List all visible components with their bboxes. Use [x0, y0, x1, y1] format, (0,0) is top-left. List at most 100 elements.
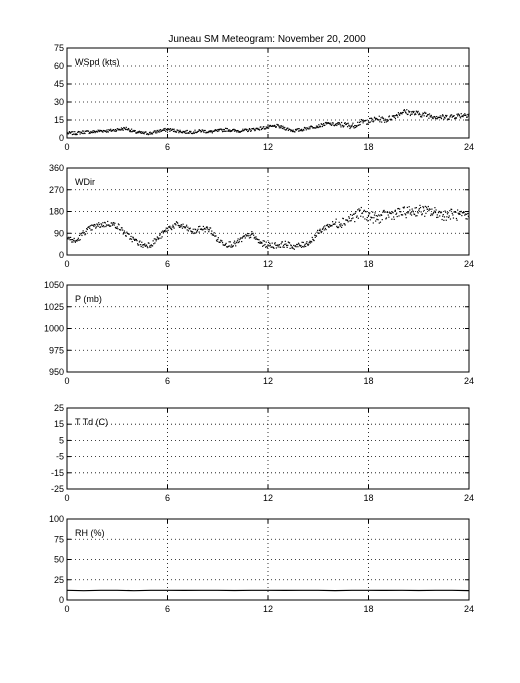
wdir-data-point [169, 225, 171, 227]
wspd-data-point [397, 112, 400, 114]
wdir-data-point [279, 246, 282, 248]
wspd-data-point [402, 111, 404, 114]
wspd-data-point [428, 117, 430, 119]
wspd-data-point [110, 130, 112, 132]
wdir-data-point [324, 227, 327, 230]
wspd-data-point [278, 125, 280, 127]
wspd-data-point [348, 125, 350, 127]
wspd-data-point [355, 125, 357, 127]
wspd-data-point [145, 131, 147, 133]
wspd-data-point [311, 126, 313, 128]
wdir-data-point [113, 224, 115, 226]
wspd-data-point [156, 129, 158, 132]
wdir-data-point [262, 240, 264, 242]
wspd-data-point [467, 113, 469, 116]
wspd-data-point [393, 116, 395, 118]
wdir-data-point [249, 235, 251, 237]
wdir-data-point [72, 241, 74, 243]
wdir-data-point [286, 246, 288, 248]
wspd-data-point [371, 120, 373, 122]
wdir-data-point [117, 228, 119, 230]
wspd-data-point [468, 113, 470, 115]
wspd-data-point [287, 129, 289, 132]
wspd-data-point [315, 127, 317, 129]
wspd-data-point [305, 127, 307, 129]
wdir-data-point [193, 232, 196, 234]
wspd-data-point [303, 126, 306, 129]
wspd-data-point [351, 126, 353, 128]
wdir-data-point [180, 224, 182, 226]
wspd-data-point [324, 124, 326, 126]
wdir-data-point [409, 209, 411, 211]
wspd-data-point [346, 126, 349, 128]
wspd-data-point [241, 130, 243, 132]
wspd-data-point [323, 122, 325, 125]
wspd-data-point [424, 111, 426, 113]
wdir-data-point [430, 213, 432, 215]
wdir-data-point [183, 226, 185, 228]
wdir-data-point [445, 219, 447, 221]
wspd-data-point [74, 133, 76, 136]
wdir-data-point [384, 211, 386, 213]
wspd-data-point [297, 130, 300, 132]
wspd-data-point [268, 125, 270, 128]
wdir-data-point [78, 234, 81, 237]
wdir-data-point [166, 230, 168, 233]
wspd-data-point [423, 115, 425, 117]
wdir-data-point [373, 217, 375, 219]
wdir-data-point [306, 241, 308, 243]
wdir-data-point [435, 209, 437, 211]
wspd-data-point [407, 113, 409, 115]
wdir-data-point [120, 229, 122, 231]
wdir-data-point [136, 240, 138, 242]
wdir-data-point [398, 215, 400, 217]
wdir-data-point [377, 219, 379, 221]
wdir-data-point [158, 237, 160, 239]
wdir-data-point [318, 229, 321, 232]
wdir-data-point [416, 211, 419, 213]
wspd-data-point [68, 132, 70, 134]
wdir-data-point [454, 211, 456, 213]
wdir-data-point [244, 235, 246, 237]
wdir-data-point [173, 227, 175, 229]
wdir-data-point [220, 239, 222, 241]
wdir-data-point [346, 219, 349, 222]
wdir-data-point [357, 217, 359, 219]
wspd-data-point [380, 117, 382, 119]
wspd-data-point [369, 117, 371, 120]
wdir-data-point [315, 235, 318, 237]
wspd-data-point [303, 129, 305, 131]
wspd-data-point [456, 113, 458, 115]
wdir-data-point [421, 213, 423, 215]
wspd-data-point [101, 129, 103, 132]
wspd-data-point [451, 114, 453, 116]
wdir-data-point [436, 216, 438, 219]
wdir-data-point [118, 224, 120, 226]
wdir-data-point [264, 243, 266, 246]
wspd-data-point [440, 118, 443, 120]
wspd-data-point [388, 116, 390, 118]
wdir-data-point [385, 217, 388, 219]
wspd-data-point [442, 115, 444, 117]
wdir-data-point [117, 223, 120, 225]
wdir-data-point [203, 227, 206, 230]
wdir-data-point [228, 241, 230, 243]
wspd-data-point [353, 127, 355, 129]
wdir-data-point [157, 238, 160, 240]
wdir-data-point [184, 227, 187, 229]
wdir-data-point [207, 229, 209, 231]
wspd-data-point [67, 133, 69, 135]
wdir-data-point [360, 215, 362, 217]
wdir-data-point [266, 247, 269, 249]
wspd-data-point [339, 124, 341, 126]
wspd-data-point [93, 130, 96, 133]
wdir-data-point [96, 223, 98, 225]
wspd-data-point [457, 113, 459, 115]
wdir-data-point [265, 241, 267, 243]
wdir-data-point [250, 236, 252, 239]
wdir-data-point [312, 238, 314, 240]
wspd-data-point [207, 131, 209, 134]
wdir-data-point [371, 217, 373, 219]
wspd-data-point [331, 124, 333, 126]
wdir-data-point [206, 227, 209, 229]
